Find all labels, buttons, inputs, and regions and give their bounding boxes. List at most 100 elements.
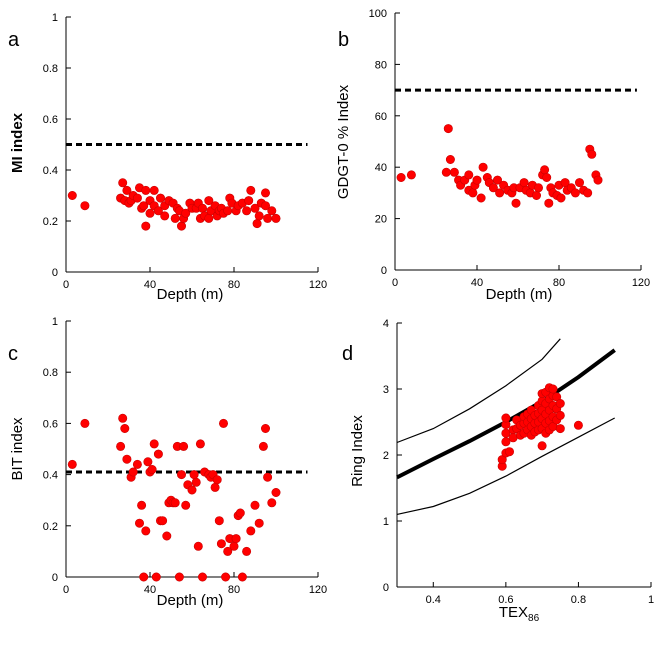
- data-point-b: [468, 188, 478, 198]
- data-point-b: [531, 191, 541, 201]
- data-point-b: [593, 175, 603, 185]
- y-tick-label-b: 60: [375, 111, 387, 123]
- data-point-c: [231, 534, 241, 544]
- data-point-c: [181, 500, 191, 510]
- axes-b: 0 40 80 120 0 20 40 60 80 100: [369, 8, 651, 289]
- data-point-a: [246, 185, 256, 195]
- data-point-d: [501, 413, 511, 423]
- data-point-d: [537, 441, 547, 451]
- data-point-b: [587, 149, 597, 159]
- x-tick-label-b: 120: [632, 277, 650, 289]
- data-point-b: [492, 175, 502, 185]
- data-point-a: [260, 188, 270, 198]
- x-axis-label-d-main: TEX: [499, 604, 528, 621]
- data-point-c: [153, 449, 163, 459]
- x-tick-label-b: 40: [471, 277, 483, 289]
- data-point-c: [147, 464, 157, 474]
- y-tick-label-a: 0.2: [43, 216, 58, 228]
- panel-letter-b: b: [338, 29, 349, 51]
- y-tick-label-d: 4: [383, 318, 389, 330]
- x-tick-label-d: 1: [648, 594, 654, 606]
- x-axis-label-c: Depth (m): [157, 592, 224, 609]
- data-point-b: [449, 167, 459, 177]
- data-point-a: [263, 213, 273, 223]
- data-point-c: [162, 531, 172, 541]
- data-point-a: [141, 185, 151, 195]
- y-tick-label-d: 0: [383, 582, 389, 594]
- data-point-a: [254, 211, 264, 221]
- data-point-d: [548, 384, 558, 394]
- data-point-c: [260, 423, 270, 433]
- points-a: [67, 178, 281, 231]
- data-point-a: [204, 196, 214, 206]
- x-tick-label-d: 0.6: [498, 594, 513, 606]
- data-point-c: [179, 441, 189, 451]
- data-point-b: [464, 170, 474, 180]
- data-point-c: [191, 477, 201, 487]
- data-point-d: [504, 447, 514, 457]
- x-axis-label-d: TEX86: [499, 604, 540, 624]
- y-tick-label-c: 0: [52, 572, 58, 584]
- data-point-c: [219, 418, 229, 428]
- y-tick-label-b: 100: [369, 8, 387, 20]
- panel-letter-a: a: [8, 29, 20, 51]
- data-point-a: [181, 208, 191, 218]
- data-point-a: [160, 211, 170, 221]
- data-point-c: [174, 572, 184, 582]
- data-point-c: [143, 457, 153, 467]
- data-point-c: [223, 546, 233, 556]
- data-point-a: [252, 219, 262, 229]
- data-point-c: [254, 518, 264, 528]
- data-point-b: [544, 198, 554, 208]
- data-point-c: [67, 459, 77, 469]
- panel-d: d 0.4 0.6 0.8 1 0 1 2 3 4 TEX86 Ring Index: [342, 318, 654, 624]
- panel-b: b 0 40 80 120 0 20 40 60 80 100 Depth (m) GDGT-0 …: [335, 8, 650, 303]
- data-point-a: [177, 221, 187, 231]
- data-point-a: [250, 203, 260, 213]
- data-point-c: [198, 572, 208, 582]
- data-point-a: [267, 206, 277, 216]
- data-point-a: [67, 191, 77, 201]
- panel-letter-c: c: [8, 343, 18, 365]
- x-tick-label-c: 0: [63, 584, 69, 596]
- data-point-c: [170, 498, 180, 508]
- data-point-c: [221, 572, 231, 582]
- data-point-c: [242, 546, 252, 556]
- x-tick-label-a: 80: [228, 279, 240, 291]
- data-point-b: [396, 173, 406, 183]
- data-point-a: [132, 193, 142, 203]
- data-point-a: [204, 213, 214, 223]
- y-tick-label-d: 3: [383, 384, 389, 396]
- x-tick-label-a: 40: [144, 279, 156, 291]
- x-axis-label-a: Depth (m): [157, 286, 224, 303]
- x-tick-label-b: 0: [392, 277, 398, 289]
- data-point-c: [158, 516, 168, 526]
- data-point-a: [271, 213, 281, 223]
- y-tick-label-a: 1: [52, 12, 58, 24]
- data-point-b: [570, 188, 580, 198]
- data-point-a: [153, 206, 163, 216]
- y-tick-label-c: 1: [52, 316, 58, 328]
- curve-d-2: [396, 417, 615, 515]
- data-point-a: [242, 206, 252, 216]
- y-tick-label-a: 0: [52, 267, 58, 279]
- data-point-b: [533, 183, 543, 193]
- data-point-c: [263, 472, 273, 482]
- data-point-b: [443, 124, 453, 134]
- data-point-c: [267, 498, 277, 508]
- data-point-c: [141, 526, 151, 536]
- data-point-a: [170, 213, 180, 223]
- data-point-a: [145, 208, 155, 218]
- y-tick-label-d: 1: [383, 516, 389, 528]
- data-point-c: [149, 439, 159, 449]
- data-point-a: [198, 203, 208, 213]
- x-tick-label-d: 0.8: [571, 594, 586, 606]
- data-point-b: [540, 165, 550, 175]
- data-point-c: [271, 487, 281, 497]
- data-point-c: [216, 539, 226, 549]
- panel-a: a 0 40 80 120 0 0.2 0.4 0.6 0.8 1 Depth (m) MI in…: [8, 12, 327, 303]
- data-point-c: [132, 459, 142, 469]
- data-point-a: [118, 178, 128, 188]
- data-point-c: [250, 500, 260, 510]
